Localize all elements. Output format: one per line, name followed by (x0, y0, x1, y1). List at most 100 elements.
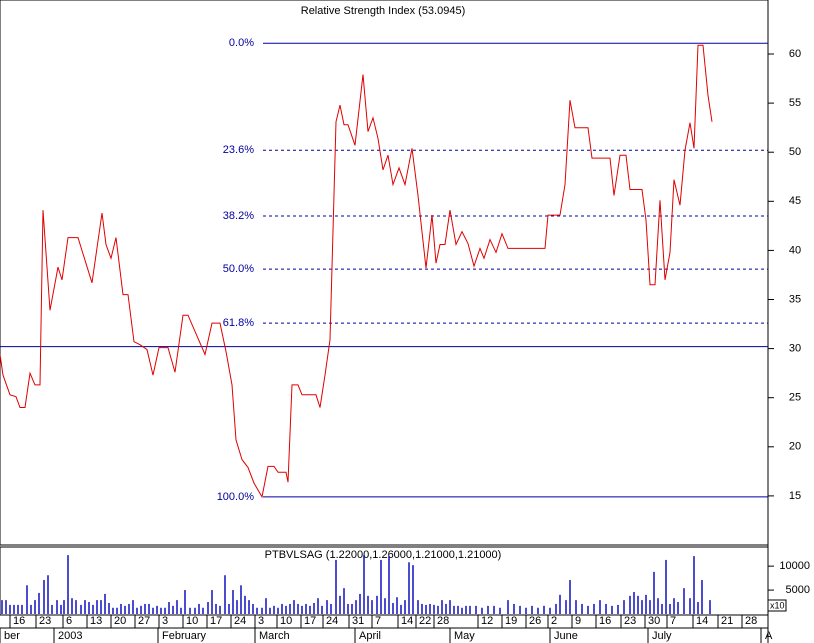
x-tick-label: 31 (352, 615, 364, 627)
volume-bar (433, 604, 435, 614)
x-tick-label: 14 (401, 615, 413, 627)
volume-bar (569, 580, 571, 614)
x-tick-label: 28 (437, 615, 449, 627)
volume-bar (392, 602, 394, 614)
volume-bar (519, 605, 521, 614)
volume-bar (408, 562, 410, 614)
volume-bar (661, 603, 663, 614)
x-tick-label: 24 (234, 615, 246, 627)
month-label: February (162, 630, 207, 642)
x-tick-label: 22 (419, 615, 431, 627)
volume-bar (240, 585, 242, 614)
y-tick-label: 40 (789, 244, 801, 256)
volume-bar (60, 604, 62, 614)
volume-bar (683, 588, 685, 614)
volume-bar (168, 602, 170, 614)
volume-bar (116, 607, 118, 614)
y-tick-label: 25 (789, 392, 801, 404)
volume-bar (92, 604, 94, 614)
volume-bar (481, 607, 483, 614)
volume-bar (34, 600, 36, 614)
rsi-panel (0, 0, 769, 546)
volume-bar (281, 603, 283, 614)
x-tick-label: 27 (138, 615, 150, 627)
volume-panel (0, 546, 769, 616)
volume-bar (172, 605, 174, 614)
x-tick-label: 2 (551, 615, 557, 627)
volume-bar (152, 607, 154, 614)
x-tick-label: 16 (599, 615, 611, 627)
volume-bar (277, 607, 279, 614)
volume-bar (376, 595, 378, 614)
volume-bar (351, 603, 353, 614)
volume-bar (176, 600, 178, 614)
volume-bar (549, 607, 551, 614)
volume-bar (189, 607, 191, 614)
volume-bar (215, 603, 217, 614)
volume-bar (629, 595, 631, 614)
volume-bar (396, 597, 398, 614)
volume-bar (207, 602, 209, 614)
volume-bar (305, 603, 307, 614)
volume-title: PTBVLSAG (1.22000,1.26000,1.21000,1.2100… (265, 549, 502, 561)
volume-bar (321, 605, 323, 614)
y-tick-label: 35 (789, 293, 801, 305)
volume-bar (38, 592, 40, 614)
volume-bar (449, 600, 451, 614)
x-tick-label: 13 (90, 615, 102, 627)
volume-bar (669, 603, 671, 614)
fib-level-label: 100.0% (217, 491, 255, 503)
volume-bar (461, 607, 463, 614)
volume-bar (437, 605, 439, 614)
volume-bar (637, 595, 639, 614)
volume-bar (575, 600, 577, 614)
volume-bar (453, 605, 455, 614)
y-tick-label: 55 (789, 97, 801, 109)
volume-bar (653, 571, 655, 614)
volume-bar (429, 603, 431, 614)
volume-bar (400, 604, 402, 614)
volume-bar (531, 605, 533, 614)
volume-bar (404, 600, 406, 614)
volume-bar (132, 600, 134, 614)
volume-bar (537, 607, 539, 614)
volume-bar (363, 555, 365, 614)
volume-bar (297, 603, 299, 614)
y-tick-label: 10000 (779, 560, 810, 572)
volume-bar (144, 603, 146, 614)
volume-bar (709, 600, 711, 614)
volume-bar (371, 600, 373, 614)
volume-bar (633, 591, 635, 614)
volume-bar (265, 598, 267, 614)
x-tick-label: 6 (66, 615, 72, 627)
volume-bar (565, 600, 567, 614)
volume-bar (697, 602, 699, 614)
volume-bar (417, 600, 419, 614)
y-unit-label: x10 (770, 600, 785, 610)
volume-bar (236, 600, 238, 614)
x-tick-label: 30 (648, 615, 660, 627)
volume-bar (367, 595, 369, 614)
volume-bar (80, 604, 82, 614)
volume-bar (198, 603, 200, 614)
y-tick-label: 5000 (786, 584, 810, 596)
volume-bar (693, 556, 695, 614)
volume-bar (269, 607, 271, 614)
y-tick-label: 20 (789, 441, 801, 453)
month-label: July (652, 630, 672, 642)
volume-bar (611, 605, 613, 614)
volume-bar (388, 556, 390, 614)
month-label: A (765, 630, 773, 642)
volume-bar (623, 600, 625, 614)
volume-bar (43, 580, 45, 614)
x-tick-label: 24 (326, 615, 338, 627)
volume-bar (335, 559, 337, 614)
volume-bar (293, 600, 295, 614)
volume-bar (17, 604, 19, 614)
volume-bar (339, 595, 341, 614)
volume-bar (649, 600, 651, 614)
x-tick-label: 17 (210, 615, 222, 627)
volume-bar (156, 605, 158, 614)
